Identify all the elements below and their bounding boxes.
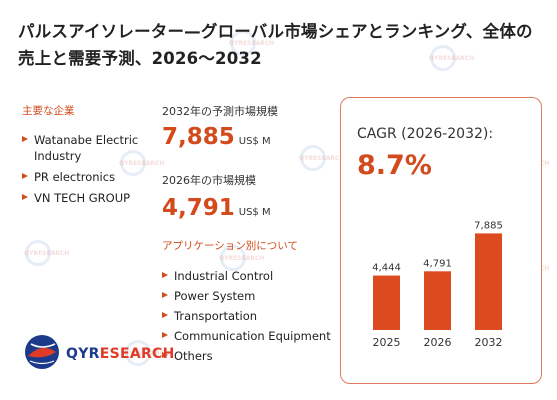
company-item: VN TECH GROUP <box>22 190 167 206</box>
current-number: 4,791 <box>162 195 235 221</box>
application-item: Transportation <box>162 308 340 324</box>
watermark-logo <box>124 340 169 366</box>
watermark-logo <box>299 145 344 171</box>
bar-value-label: 7,885 <box>474 220 503 231</box>
companies-label: 主要な企業 <box>22 105 75 117</box>
company-item: Watanabe Electric Industry <box>22 132 167 164</box>
x-axis-tick-label: 2032 <box>475 336 503 349</box>
logo-wordmark: QYRESEARCH <box>66 346 175 362</box>
current-label: 2026年の市場規模 <box>162 174 256 187</box>
cagr-label: CAGR (2026-2032): <box>357 126 494 142</box>
application-item: Power System <box>162 288 340 304</box>
watermark-logo <box>24 240 69 266</box>
qyresearch-logo: QYRESEARCH <box>22 330 174 376</box>
globe-icon <box>25 335 59 369</box>
x-axis-tick-label: 2026 <box>424 336 452 349</box>
watermark-logo <box>119 150 164 176</box>
forecast-number: 7,885 <box>162 124 235 150</box>
application-list: Industrial Control Power System Transpor… <box>162 268 340 368</box>
application-item: Communication Equipment <box>162 328 340 344</box>
bar-2032 <box>475 233 502 330</box>
bar-value-label: 4,791 <box>423 258 452 269</box>
applications-label: アプリケーション別について <box>162 240 298 252</box>
company-item: PR electronics <box>22 169 167 185</box>
forecast-value: 7,885 US$ M <box>162 124 271 150</box>
bar-value-label: 4,444 <box>372 263 401 274</box>
x-axis-tick-label: 2025 <box>373 336 401 349</box>
cagr-value: 8.7% <box>357 150 432 181</box>
watermark-logo <box>429 45 474 71</box>
application-item: Industrial Control <box>162 268 340 284</box>
market-size-bar-chart: 4,444 2025 4,791 2026 7,885 2032 <box>372 220 503 349</box>
bar-2026 <box>424 271 451 330</box>
forecast-unit: US$ M <box>238 136 271 147</box>
current-unit: US$ M <box>238 207 271 218</box>
watermark-logo <box>219 245 264 271</box>
watermark-logo <box>229 30 274 56</box>
page-title: パルスアイソレーター—グローバル市場シェアとランキング、全体の売上と需要予測、2… <box>18 22 533 68</box>
current-value: 4,791 US$ M <box>162 195 271 221</box>
application-item: Others <box>162 348 340 364</box>
cagr-panel: CAGR (2026-2032): 8.7% 4,444 2025 4,791 202… <box>340 97 542 384</box>
forecast-label: 2032年の予測市場規模 <box>162 105 278 118</box>
bar-2025 <box>373 275 400 330</box>
company-list: Watanabe Electric Industry PR electronic… <box>22 132 167 211</box>
